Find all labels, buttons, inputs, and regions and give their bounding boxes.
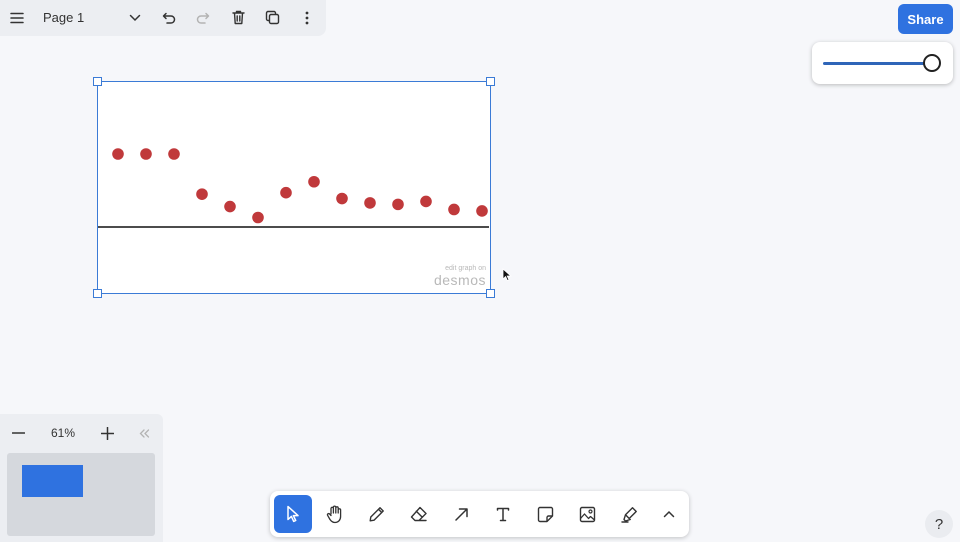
trash-icon[interactable]: [225, 4, 251, 30]
data-point-0: [112, 148, 124, 160]
graph-plot: [98, 148, 489, 228]
data-point-3: [196, 188, 208, 200]
chevron-down-icon[interactable]: [122, 5, 148, 31]
desmos-watermark-small: edit graph on: [445, 265, 486, 272]
data-point-12: [448, 203, 460, 216]
data-point-10: [392, 198, 404, 211]
minimap-viewport[interactable]: [22, 465, 83, 497]
data-point-4: [224, 200, 236, 213]
data-point-9: [364, 197, 376, 209]
share-button[interactable]: Share: [898, 4, 953, 34]
data-point-13: [476, 205, 488, 217]
tool-palette: [270, 491, 689, 537]
top-toolbar: Page 1: [0, 0, 326, 36]
page-title[interactable]: Page 1: [43, 10, 85, 25]
eraser-icon[interactable]: [400, 495, 438, 533]
highlighter-icon[interactable]: [610, 495, 648, 533]
undo-icon[interactable]: [156, 5, 182, 31]
help-button[interactable]: ?: [925, 510, 953, 538]
minimap[interactable]: [7, 453, 155, 536]
zoom-level[interactable]: 61%: [51, 426, 76, 440]
text-icon[interactable]: [484, 495, 522, 533]
duplicate-icon[interactable]: [259, 4, 285, 30]
zoom-out-icon[interactable]: [5, 420, 31, 446]
chevron-up-icon[interactable]: [650, 495, 688, 533]
mouse-cursor-icon: [502, 268, 512, 282]
slider-panel: [812, 42, 953, 84]
zoom-panel: 61%: [0, 414, 163, 542]
resize-handle-top-left[interactable]: [93, 77, 102, 86]
slider-track[interactable]: [823, 62, 935, 65]
graph-embed[interactable]: edit graph on desmos: [97, 81, 491, 294]
resize-handle-bottom-left[interactable]: [93, 289, 102, 298]
sticky-note-icon[interactable]: [526, 495, 564, 533]
pencil-icon[interactable]: [358, 495, 396, 533]
image-icon[interactable]: [568, 495, 606, 533]
data-point-2: [168, 148, 180, 160]
data-point-8: [336, 192, 348, 205]
zoom-in-icon[interactable]: [94, 420, 120, 446]
menu-icon[interactable]: [4, 5, 30, 31]
arrow-icon[interactable]: [442, 495, 480, 533]
collapse-double-chevron-icon[interactable]: [131, 420, 157, 446]
resize-handle-top-right[interactable]: [486, 77, 495, 86]
data-point-6: [280, 186, 292, 199]
desmos-watermark-logo: desmos: [433, 272, 486, 288]
hand-icon[interactable]: [316, 495, 354, 533]
data-point-7: [308, 175, 320, 188]
data-point-5: [252, 211, 264, 224]
select-icon[interactable]: [274, 495, 312, 533]
data-point-1: [140, 148, 152, 160]
desmos-watermark[interactable]: edit graph on desmos: [434, 265, 486, 287]
data-point-11: [420, 195, 432, 208]
more-vertical-icon[interactable]: [294, 5, 320, 31]
slider-thumb[interactable]: [923, 54, 941, 72]
redo-icon[interactable]: [190, 5, 216, 31]
resize-handle-bottom-right[interactable]: [486, 289, 495, 298]
